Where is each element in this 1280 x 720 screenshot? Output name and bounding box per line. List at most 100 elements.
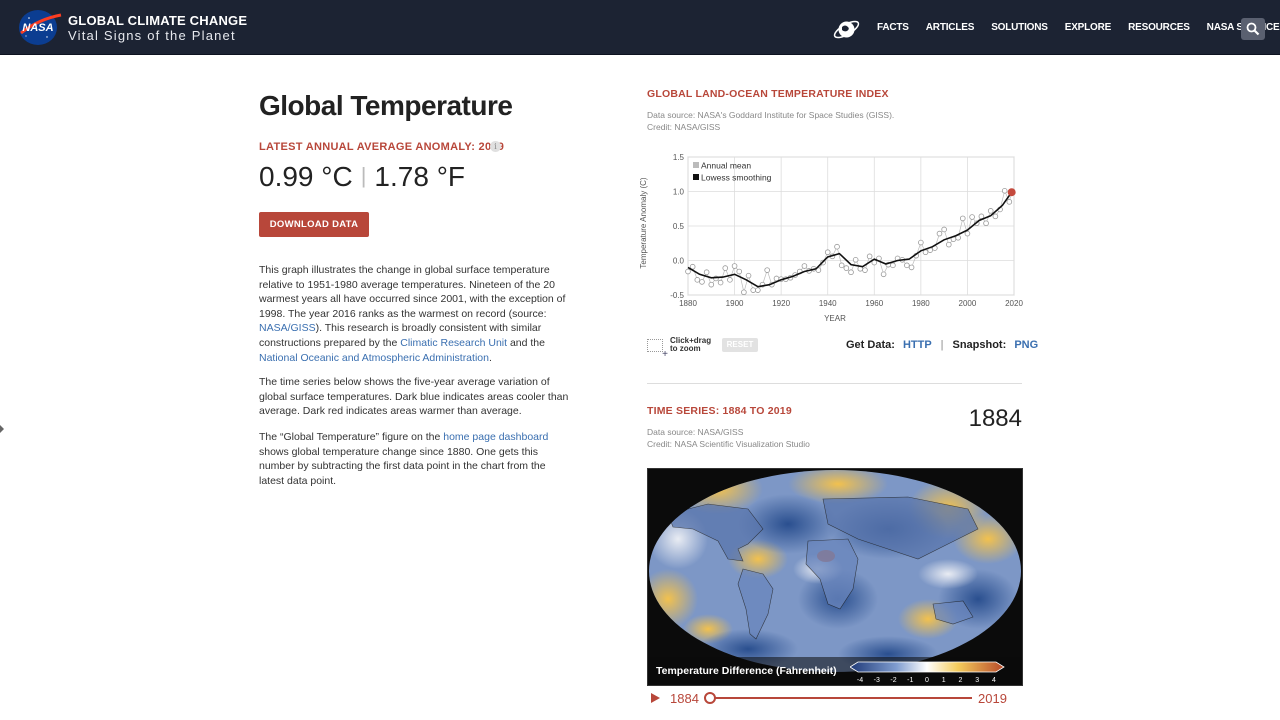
slider-end-year: 2019: [978, 691, 1007, 706]
y-tick-labels: -0.5 0.0 0.5 1.0 1.5: [670, 153, 684, 300]
p3-text-b: shows global temperature change since 18…: [259, 445, 546, 487]
p1-text-b: ). This research is broadly consistent w…: [259, 322, 542, 349]
temperature-map-visualization[interactable]: Temperature Difference (Fahrenheit): [647, 468, 1023, 686]
section-divider: [647, 383, 1022, 384]
annual-mean-point: [838, 262, 845, 269]
annual-mean-point: [992, 213, 999, 220]
ts-source-line-1: Data source: NASA/GISS: [647, 427, 744, 437]
y-axis-label: Temperature Anomaly (C): [639, 177, 648, 268]
annual-mean-point: [880, 271, 887, 278]
legend-tick-label: 0: [925, 677, 929, 684]
description-paragraph-3: The “Global Temperature” figure on the h…: [259, 430, 573, 488]
nasa-logo[interactable]: NASA: [17, 9, 63, 46]
annual-mean-point: [745, 272, 752, 279]
annual-mean-point: [694, 277, 701, 283]
info-icon[interactable]: i: [490, 141, 501, 152]
map-legend-title: Temperature Difference (Fahrenheit): [656, 665, 837, 677]
time-series-current-year: 1884: [968, 405, 1022, 432]
y-tick-label: 0.5: [673, 222, 685, 231]
x-tick-label: 1980: [912, 299, 930, 308]
legend-tick-label: 2: [959, 677, 963, 684]
nav-resources[interactable]: RESOURCES: [1128, 22, 1190, 33]
legend-tick-label: 3: [975, 677, 979, 684]
description-paragraph-1: This graph illustrates the change in glo…: [259, 263, 573, 365]
annual-mean-point: [862, 267, 868, 273]
slider-track[interactable]: [708, 697, 972, 699]
annual-mean-point: [987, 208, 994, 214]
legend-annual-mean: Annual mean: [701, 161, 751, 171]
zoom-hint-text: Click+drag to zoom: [670, 336, 712, 353]
nav-solutions[interactable]: SOLUTIONS: [991, 22, 1048, 33]
search-button[interactable]: [1241, 18, 1265, 40]
legend-tick-label: -3: [874, 677, 880, 684]
annual-mean-points: [685, 188, 1015, 296]
map-color-legend: -4 -3 -2 -1 0 1 2 3 4: [850, 661, 1005, 684]
slider-handle[interactable]: [704, 692, 716, 704]
link-noaa[interactable]: National Oceanic and Atmospheric Adminis…: [259, 351, 489, 364]
globe-icon[interactable]: [832, 15, 861, 44]
snapshot-label: Snapshot:: [952, 339, 1007, 351]
png-link[interactable]: PNG: [1014, 339, 1039, 351]
play-icon[interactable]: [651, 693, 660, 703]
chart-legend: Annual mean Lowess smoothing: [693, 161, 772, 183]
annual-mean-point: [722, 265, 729, 271]
link-home-dashboard[interactable]: home page dashboard: [443, 431, 549, 443]
annual-mean-point: [871, 259, 878, 266]
annual-mean-point: [703, 269, 710, 276]
nav-facts[interactable]: FACTS: [877, 22, 909, 33]
search-icon: [1246, 22, 1260, 36]
annual-mean-point: [689, 263, 696, 270]
annual-mean-point: [941, 226, 947, 233]
y-tick-label: 1.5: [673, 153, 685, 162]
download-data-button[interactable]: DOWNLOAD DATA: [259, 212, 369, 237]
annual-mean-point: [945, 241, 952, 248]
annual-mean-point: [750, 287, 756, 293]
links-separator: |: [940, 339, 944, 351]
lowess-line: [687, 191, 1013, 288]
annual-mean-point: [908, 264, 915, 271]
http-link[interactable]: HTTP: [902, 339, 932, 351]
x-tick-label: 1880: [679, 299, 697, 308]
latest-anomaly-label: LATEST ANNUAL AVERAGE ANOMALY: 2019: [259, 141, 505, 153]
x-tick-labels: 1880 1900 1920 1940 1960 1980 2000 2020: [679, 299, 1023, 308]
annual-mean-point: [755, 287, 761, 293]
page-title: Global Temperature: [259, 90, 513, 121]
link-nasa-giss[interactable]: NASA/GISS: [259, 322, 316, 335]
annual-mean-point: [717, 279, 724, 286]
x-tick-label: 1940: [819, 299, 837, 308]
annual-mean-point: [843, 265, 850, 271]
x-tick-label: 2000: [959, 299, 977, 308]
p1-text-d: .: [488, 351, 492, 364]
legend-lowess: Lowess smoothing: [701, 173, 772, 183]
y-tick-label: -0.5: [670, 291, 684, 300]
annual-mean-point: [848, 269, 854, 276]
ts-source-line-2: Credit: NASA Scientific Visualization St…: [647, 439, 810, 449]
annual-mean-point: [983, 220, 989, 227]
year-slider: 1884 2019: [651, 690, 1023, 710]
annual-mean-point: [699, 279, 705, 285]
zoom-hint: Click+drag to zoom: [647, 336, 720, 360]
annual-mean-point: [764, 267, 770, 273]
brand-subtitle[interactable]: Vital Signs of the Planet: [68, 28, 236, 43]
reset-zoom-button[interactable]: RESET: [722, 338, 758, 352]
annual-mean-point: [918, 239, 924, 246]
annual-mean-point: [936, 230, 943, 237]
chart-source: Data source: NASA's Goddard Institute fo…: [647, 109, 894, 133]
nav-articles[interactable]: ARTICLES: [925, 22, 975, 33]
nav-explore[interactable]: EXPLORE: [1064, 22, 1112, 33]
annual-mean-point: [708, 281, 715, 288]
temp-fahrenheit: 1.78 °F: [374, 161, 465, 192]
legend-tick-label: -2: [890, 677, 896, 684]
temperature-chart[interactable]: -0.5 0.0 0.5 1.0 1.5 1880 1900 1920 1940 1960 198…: [636, 145, 1028, 330]
x-axis-label: YEAR: [824, 314, 846, 323]
side-caret-icon[interactable]: [0, 425, 4, 433]
x-tick-label: 1920: [772, 299, 790, 308]
chart-source-line-1: Data source: NASA's Goddard Institute fo…: [647, 110, 895, 120]
temperature-readout: 0.99 °C | 1.78 °F: [259, 161, 465, 193]
annual-mean-point: [736, 268, 743, 275]
brand-title[interactable]: GLOBAL CLIMATE CHANGE: [68, 13, 248, 28]
link-climatic-research-unit[interactable]: Climatic Research Unit: [400, 336, 508, 349]
logo-text: NASA: [22, 22, 53, 34]
y-tick-label: 1.0: [673, 188, 685, 197]
annual-mean-point: [834, 243, 840, 250]
